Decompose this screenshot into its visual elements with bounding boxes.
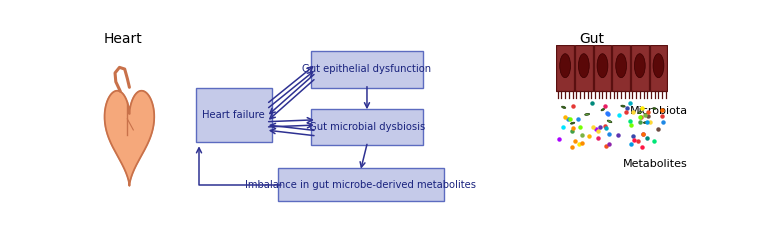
Text: Gut epithelial dysfunction: Gut epithelial dysfunction	[302, 64, 432, 74]
Text: Gut: Gut	[579, 32, 604, 47]
FancyBboxPatch shape	[278, 168, 444, 201]
Text: Microbiota: Microbiota	[629, 106, 688, 116]
Text: Metabolites: Metabolites	[623, 159, 688, 169]
FancyBboxPatch shape	[311, 109, 423, 145]
FancyBboxPatch shape	[311, 51, 423, 88]
Text: Heart failure: Heart failure	[202, 110, 266, 120]
Text: Heart: Heart	[104, 32, 142, 47]
Text: Gut microbial dysbiosis: Gut microbial dysbiosis	[308, 122, 425, 132]
Text: Imbalance in gut microbe-derived metabolites: Imbalance in gut microbe-derived metabol…	[245, 180, 476, 190]
FancyBboxPatch shape	[196, 88, 272, 142]
